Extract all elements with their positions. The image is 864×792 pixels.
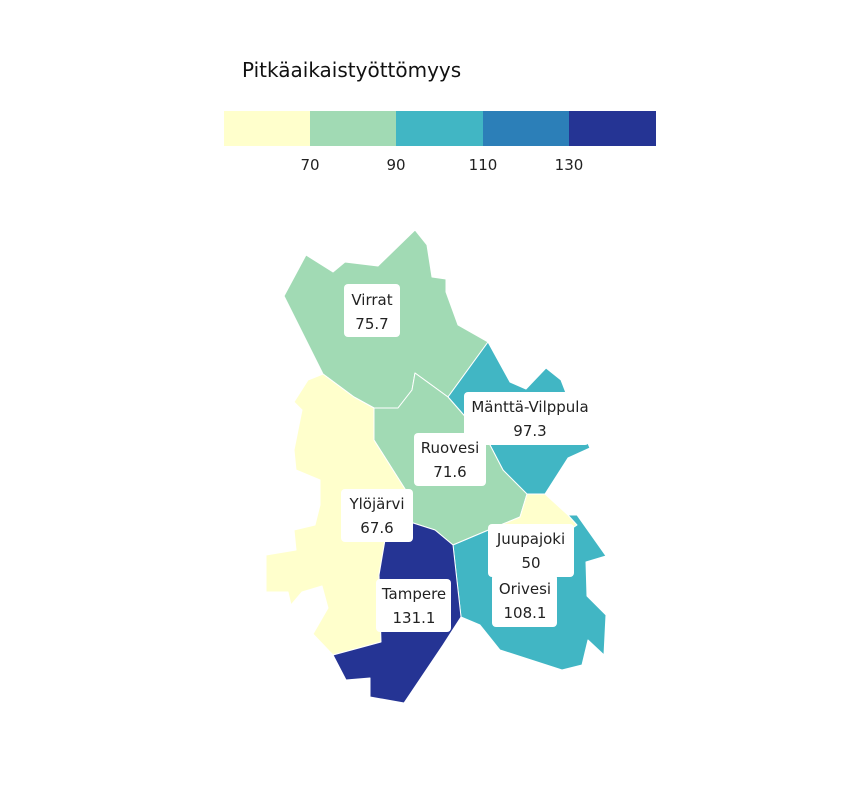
legend-swatch [310, 111, 397, 146]
region-label-value: 97.3 [513, 422, 546, 440]
region-label: Mänttä-Vilppula 97.3 [464, 392, 589, 445]
legend-ticks: 70 90 110 130 [300, 156, 583, 174]
legend-tick: 110 [469, 156, 498, 174]
region-label: Juupajoki 50 [488, 524, 574, 577]
legend-title: Pitkäaikaistyöttömyys [242, 58, 461, 82]
region-label: Ruovesi 71.6 [414, 433, 486, 486]
region-label: Orivesi 108.1 [492, 574, 557, 627]
region-label-name: Juupajoki [496, 530, 565, 548]
legend-swatch [224, 111, 311, 146]
legend-swatch [569, 111, 656, 146]
region-label-name: Virrat [351, 291, 392, 309]
region-label-value: 50 [521, 554, 540, 572]
region-label-name: Tampere [381, 585, 446, 603]
legend-colorbar [224, 111, 656, 146]
region-label-name: Orivesi [499, 580, 551, 598]
region-label-value: 71.6 [433, 463, 466, 481]
region-label: Virrat 75.7 [344, 284, 400, 337]
region-label-name: Ylöjärvi [348, 495, 404, 513]
region-labels: Virrat 75.7 Mänttä-Vilppula 97.3 Ruovesi… [341, 284, 589, 632]
legend-tick: 70 [300, 156, 319, 174]
legend-tick: 130 [555, 156, 584, 174]
region-label-value: 108.1 [504, 604, 547, 622]
region-label-value: 75.7 [355, 315, 388, 333]
region-label-value: 131.1 [393, 609, 436, 627]
region-label-name: Ruovesi [421, 439, 480, 457]
region-label-name: Mänttä-Vilppula [471, 398, 588, 416]
region-label: Ylöjärvi 67.6 [341, 489, 413, 542]
legend-tick: 90 [386, 156, 405, 174]
region-label: Tampere 131.1 [376, 579, 451, 632]
legend-swatch [396, 111, 483, 146]
legend-swatch [483, 111, 570, 146]
region-label-value: 67.6 [360, 519, 393, 537]
